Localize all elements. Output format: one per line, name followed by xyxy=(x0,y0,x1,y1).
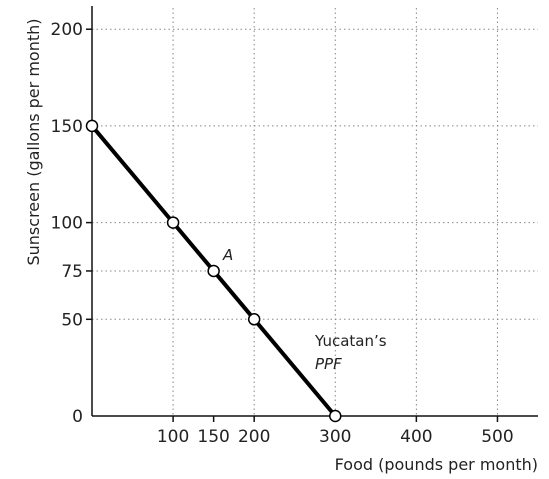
annotation-layer: A Yucatan’s PPF xyxy=(222,246,387,373)
ppf-label-abbrev: PPF xyxy=(315,355,342,373)
ppf-point-300-0 xyxy=(329,409,342,423)
ppf-point-150-75 xyxy=(207,264,220,278)
y-tick-label-75: 75 xyxy=(61,262,83,282)
series-layer xyxy=(85,119,342,423)
ppf-point-0-150 xyxy=(85,119,99,133)
ppf-point-100-100 xyxy=(166,216,180,229)
x-tick-label-400: 400 xyxy=(400,427,432,447)
ppf-label-name: Yucatan’s xyxy=(314,332,387,350)
x-tick-label-300: 300 xyxy=(319,427,351,447)
ticks-layer: 0 50 75 100 150 200 100 150 200 300 400 500 xyxy=(51,20,514,447)
y-tick-label-0: 0 xyxy=(72,407,83,427)
y-axis-title: Sunscreen (gallons per month) xyxy=(24,19,43,266)
x-tick-label-200: 200 xyxy=(238,427,270,447)
x-axis-title: Food (pounds per month) xyxy=(335,455,538,474)
y-tick-label-200: 200 xyxy=(51,20,83,40)
y-tick-label-150: 150 xyxy=(51,117,83,137)
ppf-point-200-50 xyxy=(247,313,261,326)
x-tick-label-150: 150 xyxy=(197,427,229,447)
x-tick-label-100: 100 xyxy=(157,427,189,447)
y-tick-label-100: 100 xyxy=(51,214,83,234)
point-a-label: A xyxy=(222,246,233,264)
x-tick-label-500: 500 xyxy=(481,427,513,447)
grid-layer xyxy=(92,8,538,416)
axes-layer xyxy=(91,6,538,417)
y-tick-label-50: 50 xyxy=(61,310,83,330)
